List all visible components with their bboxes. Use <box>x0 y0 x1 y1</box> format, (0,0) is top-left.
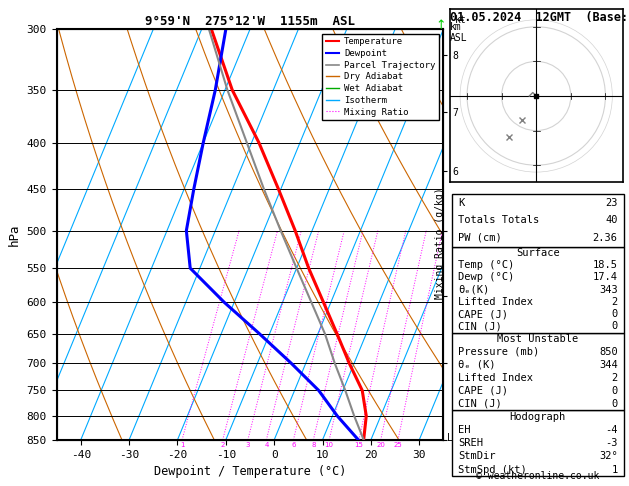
Text: 343: 343 <box>599 284 618 295</box>
Text: StmSpd (kt): StmSpd (kt) <box>458 465 526 475</box>
Text: 10: 10 <box>325 442 334 448</box>
Text: ↑: ↑ <box>435 19 445 33</box>
Text: K: K <box>458 198 464 208</box>
Text: Surface: Surface <box>516 248 560 258</box>
Text: 8: 8 <box>311 442 316 448</box>
Text: 40: 40 <box>605 215 618 226</box>
Text: CIN (J): CIN (J) <box>458 399 502 409</box>
Bar <box>452 332 624 410</box>
Text: StmDir: StmDir <box>458 451 496 461</box>
Text: 01.05.2024  12GMT  (Base: 12): 01.05.2024 12GMT (Base: 12) <box>450 11 629 24</box>
Text: Temp (°C): Temp (°C) <box>458 260 514 270</box>
Text: 344: 344 <box>599 360 618 370</box>
Legend: Temperature, Dewpoint, Parcel Trajectory, Dry Adiabat, Wet Adiabat, Isotherm, Mi: Temperature, Dewpoint, Parcel Trajectory… <box>322 34 439 120</box>
Text: 17.4: 17.4 <box>593 272 618 282</box>
Text: Lifted Index: Lifted Index <box>458 297 533 307</box>
Title: 9°59'N  275°12'W  1155m  ASL: 9°59'N 275°12'W 1155m ASL <box>145 15 355 28</box>
Text: Totals Totals: Totals Totals <box>458 215 539 226</box>
Text: 4: 4 <box>264 442 269 448</box>
X-axis label: Dewpoint / Temperature (°C): Dewpoint / Temperature (°C) <box>154 465 346 478</box>
Text: 0: 0 <box>611 386 618 396</box>
Text: Dewp (°C): Dewp (°C) <box>458 272 514 282</box>
Text: 0: 0 <box>611 321 618 331</box>
Text: Most Unstable: Most Unstable <box>497 334 579 344</box>
Text: 0: 0 <box>611 309 618 319</box>
Text: θₑ(K): θₑ(K) <box>458 284 489 295</box>
Text: 23: 23 <box>605 198 618 208</box>
Text: CAPE (J): CAPE (J) <box>458 309 508 319</box>
Y-axis label: hPa: hPa <box>8 223 21 246</box>
Text: CIN (J): CIN (J) <box>458 321 502 331</box>
Text: -4: -4 <box>605 425 618 435</box>
Text: 32°: 32° <box>599 451 618 461</box>
Text: Hodograph: Hodograph <box>509 412 566 422</box>
Text: 25: 25 <box>394 442 403 448</box>
Text: 18.5: 18.5 <box>593 260 618 270</box>
Text: 6: 6 <box>291 442 296 448</box>
Text: 1: 1 <box>611 465 618 475</box>
Text: Lifted Index: Lifted Index <box>458 373 533 383</box>
Text: 1: 1 <box>180 442 184 448</box>
Text: 850: 850 <box>599 347 618 357</box>
Text: 3: 3 <box>246 442 250 448</box>
Text: 2.36: 2.36 <box>593 233 618 243</box>
Text: Pressure (mb): Pressure (mb) <box>458 347 539 357</box>
Text: 20: 20 <box>376 442 385 448</box>
Text: EH: EH <box>458 425 470 435</box>
Text: 15: 15 <box>355 442 364 448</box>
Text: Mixing Ratio (g/kg): Mixing Ratio (g/kg) <box>435 187 445 299</box>
Bar <box>452 194 624 246</box>
Text: km
ASL: km ASL <box>450 22 467 43</box>
Bar <box>452 246 624 332</box>
Text: © weatheronline.co.uk: © weatheronline.co.uk <box>476 471 599 481</box>
Text: 2: 2 <box>611 373 618 383</box>
Text: 2: 2 <box>611 297 618 307</box>
Text: 2: 2 <box>221 442 225 448</box>
Bar <box>452 410 624 476</box>
Text: 0: 0 <box>611 399 618 409</box>
Text: θₑ (K): θₑ (K) <box>458 360 496 370</box>
Text: PW (cm): PW (cm) <box>458 233 502 243</box>
Text: kt: kt <box>455 15 467 25</box>
Text: -3: -3 <box>605 438 618 448</box>
Text: SREH: SREH <box>458 438 483 448</box>
Text: CAPE (J): CAPE (J) <box>458 386 508 396</box>
Text: LCL: LCL <box>447 433 465 443</box>
